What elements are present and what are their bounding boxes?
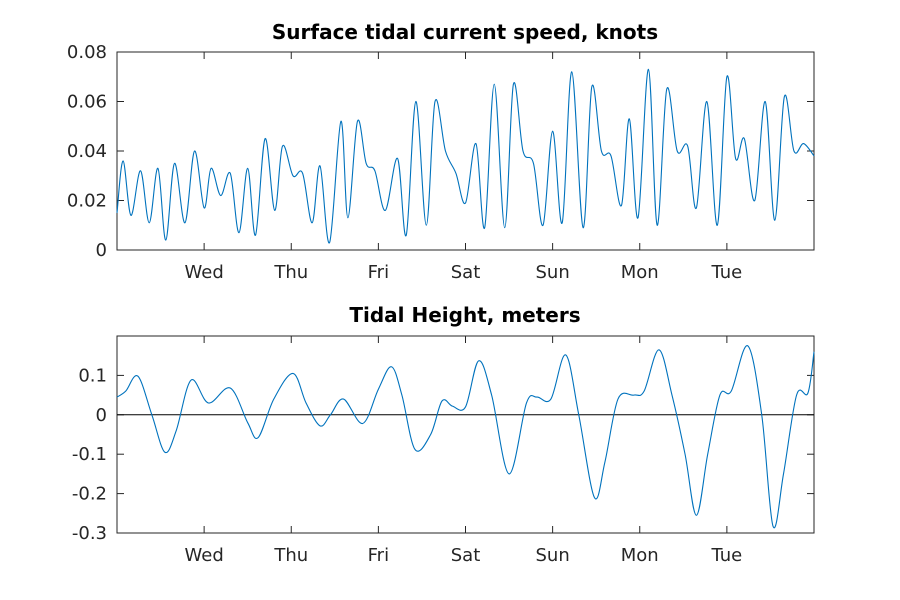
tidal-height-series-line (116, 345, 815, 529)
tidal-height-y-tick-label: -0.1 (72, 444, 107, 465)
tidal-height-x-tick-label: Thu (273, 545, 308, 566)
current-speed-y-tick-label: 0 (96, 240, 107, 261)
tidal-height-x-tick-label: Wed (185, 545, 224, 566)
tidal-height-plot-frame (116, 335, 815, 534)
current-speed-series (116, 68, 815, 244)
tidal-height-y-tick-label: 0.1 (78, 365, 107, 386)
tidal-height-y-tick-label: -0.3 (72, 523, 107, 544)
tidal-height-chart-title: Tidal Height, meters (349, 303, 580, 327)
current-speed-axes: Surface tidal current speed, knots Wed Th… (67, 20, 815, 283)
current-speed-chart-title: Surface tidal current speed, knots (272, 20, 658, 44)
current-speed-x-tick-label: Sun (536, 262, 570, 283)
current-speed-ticks: Wed Thu Fri Sat Sun Mon Tue 0 0.02 0.04 0.06 0.08 (67, 42, 814, 283)
tidal-height-x-tick-label: Fri (368, 545, 389, 566)
current-speed-y-tick-label: 0.06 (67, 92, 107, 113)
tidal-height-y-tick-label: -0.2 (72, 484, 107, 505)
tidal-height-x-tick-label: Sat (451, 545, 481, 566)
tidal-height-x-tick-label: Tue (711, 545, 743, 566)
current-speed-x-tick-label: Wed (185, 262, 224, 283)
current-speed-plot-frame (116, 51, 815, 251)
tidal-height-axes: Tidal Height, meters Wed Thu Fri Sat Sun Mon T… (72, 303, 815, 566)
current-speed-y-tick-label: 0.02 (67, 191, 107, 212)
current-speed-series-line (116, 68, 815, 244)
tidal-height-series (116, 345, 815, 529)
current-speed-x-tick-label: Tue (711, 262, 743, 283)
tidal-height-y-tick-label: 0 (96, 405, 107, 426)
current-speed-x-tick-label: Mon (621, 262, 659, 283)
tidal-height-ticks: Wed Thu Fri Sat Sun Mon Tue 0.1 0 -0.1 -0.2 -0.3 (72, 336, 814, 566)
tidal-height-x-tick-label: Sun (536, 545, 570, 566)
current-speed-y-tick-label: 0.08 (67, 42, 107, 63)
tidal-height-x-tick-label: Mon (621, 545, 659, 566)
current-speed-x-tick-label: Sat (451, 262, 481, 283)
current-speed-x-tick-label: Fri (368, 262, 389, 283)
current-speed-x-tick-label: Thu (273, 262, 308, 283)
current-speed-y-tick-label: 0.04 (67, 141, 107, 162)
